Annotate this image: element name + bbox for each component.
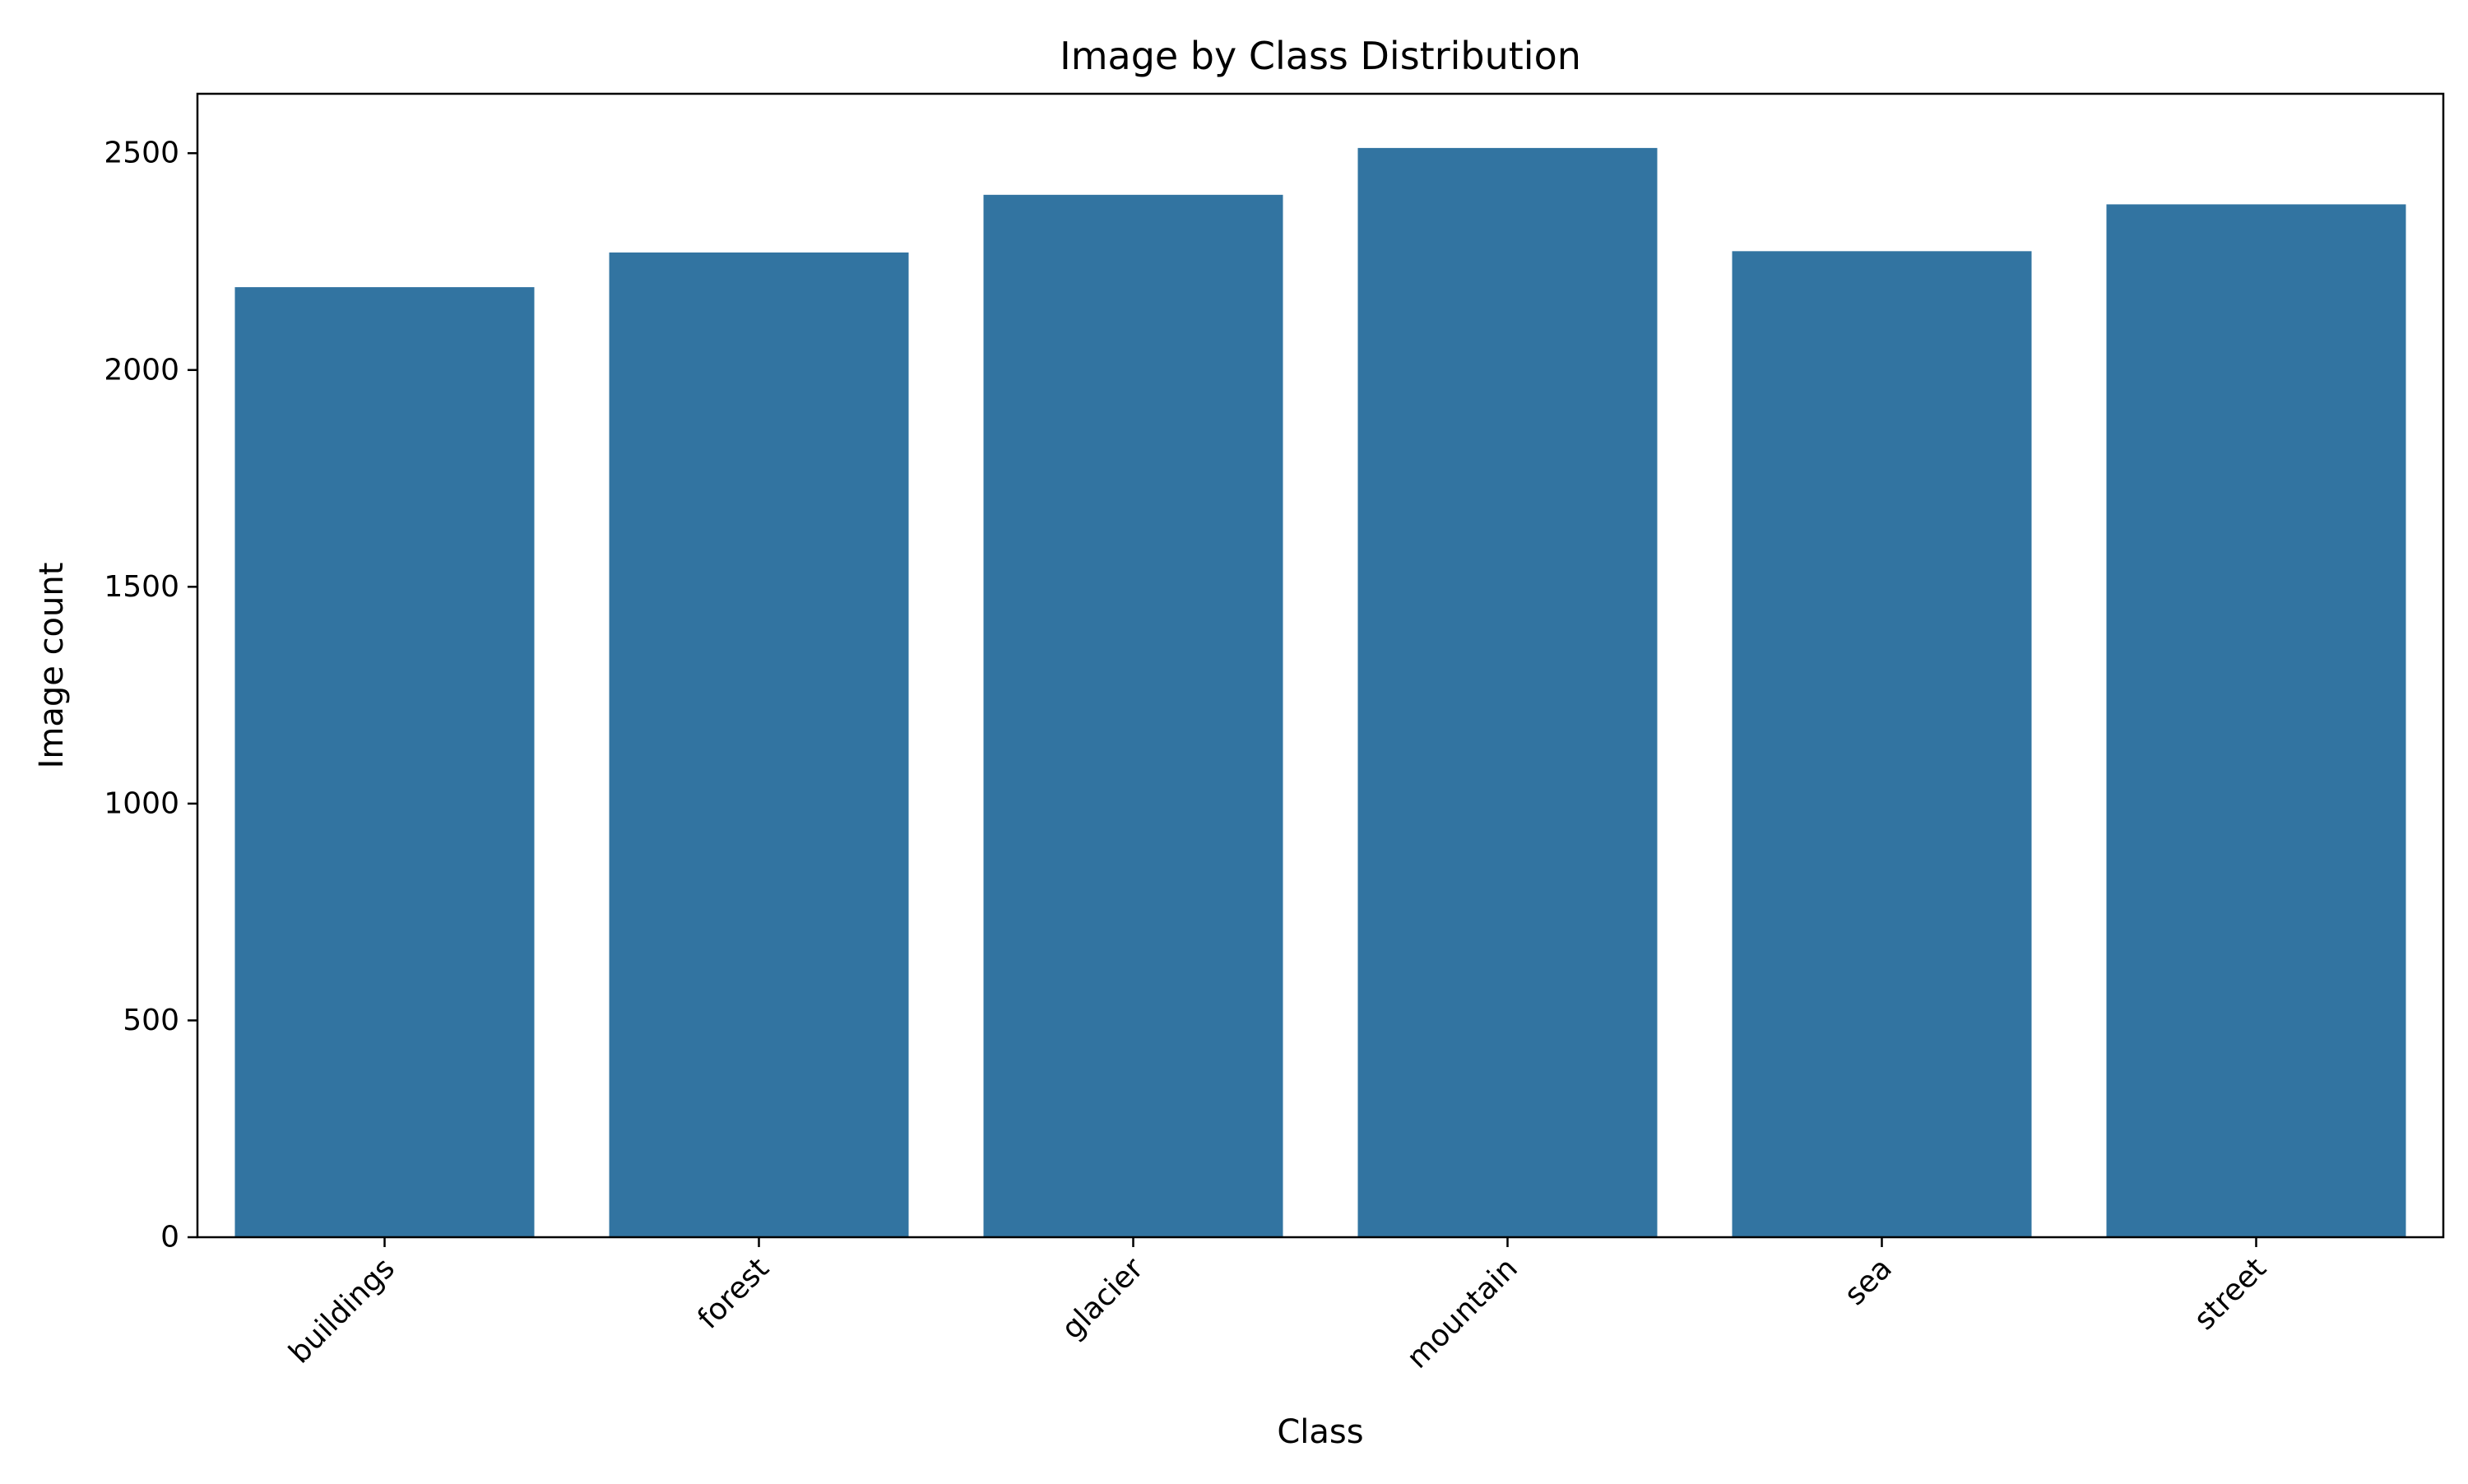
bar-forest [609, 252, 909, 1237]
y-axis-label: Image count [33, 563, 71, 769]
plot-frame [196, 92, 2445, 1239]
bar-buildings [234, 287, 535, 1237]
chart-title: Image by Class Distribution [1060, 34, 1581, 78]
bar-glacier [983, 194, 1283, 1237]
y-axis: 0 500 1000 1500 2000 2500 [104, 137, 197, 1254]
y-tick-label-1000: 1000 [104, 786, 179, 820]
bars-layer [234, 147, 2406, 1238]
y-tick-label-2500: 2500 [104, 137, 179, 170]
y-tick-label-2000: 2000 [104, 353, 179, 387]
bar-mountain [1357, 147, 1658, 1237]
y-tick-label-0: 0 [160, 1221, 179, 1254]
bar-street [2106, 204, 2406, 1238]
y-tick-label-1500: 1500 [104, 570, 179, 604]
bar-sea [1732, 251, 2032, 1238]
x-axis-label: Class [1277, 1413, 1363, 1451]
y-tick-label-500: 500 [123, 1004, 179, 1037]
